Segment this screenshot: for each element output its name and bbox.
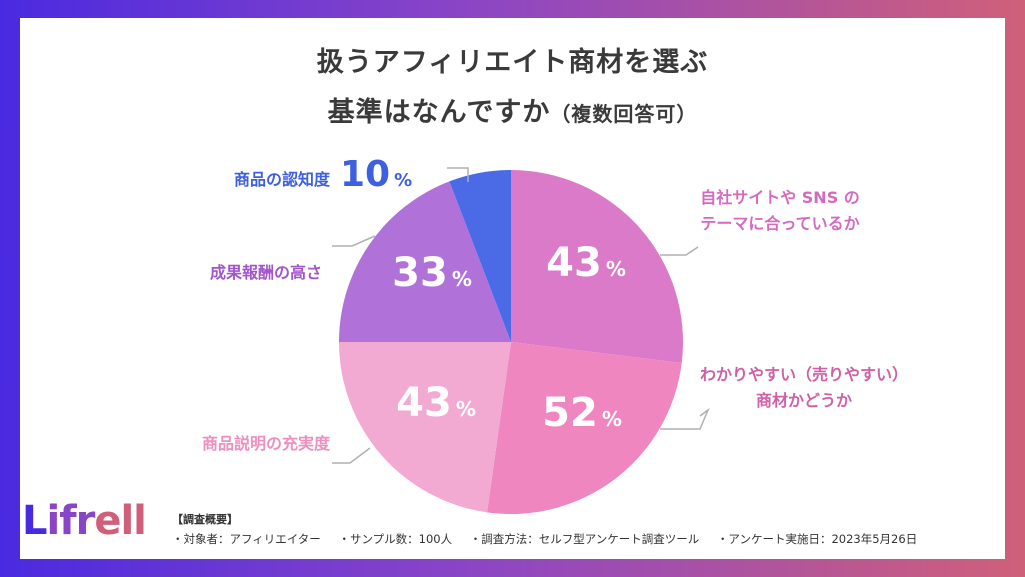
chart-title-line2: 基準はなんですか（複数回答可）: [20, 90, 1005, 129]
logo-part-1: L: [22, 498, 47, 544]
chart-title-main: 基準はなんですか: [327, 97, 551, 128]
leader-line: [332, 447, 371, 464]
footer-items: ・対象者：アフィリエイター ・サンプル数：100人 ・調査方法：セルフ型アンケー…: [172, 531, 931, 547]
footer-item: ・調査方法：セルフ型アンケート調査ツール: [469, 532, 700, 546]
pie-chart: 43 % 52 % 43 % 33 % 自社サイトや SNS のテーマに合っているかわかりやすい…: [202, 154, 908, 514]
leader-line: [332, 235, 376, 247]
pie-slice: [339, 181, 511, 342]
slice-category-label: 商材かどうか: [756, 391, 852, 410]
chart-card: 扱うアフィリエイト商材を選ぶ 基準はなんですか（複数回答可） 43% 52% 43%…: [20, 18, 1005, 559]
pie-slice: [511, 170, 683, 363]
leader-line: [660, 407, 710, 430]
footer-item: ・アンケート実施日：2023年5月26日: [716, 532, 918, 546]
footer-item: ・対象者：アフィリエイター: [172, 532, 321, 546]
slice-category-label: テーマに合っているか: [700, 214, 859, 233]
slice-value-label: 52%: [542, 390, 622, 436]
logo-part-2: ifr: [46, 498, 96, 544]
logo-part-3: ell: [94, 498, 147, 544]
slice-category-label: 商品説明の充実度: [202, 434, 331, 453]
slice-category-label: わかりやすい（売りやすい）: [700, 365, 908, 384]
slice-category-label: 商品の認知度: [234, 170, 331, 189]
footer-item: ・サンプル数：100人: [338, 532, 453, 546]
pie-slice: [449, 170, 511, 342]
leader-line: [447, 167, 469, 182]
slice-value-label: 43%: [396, 380, 476, 426]
brand-logo: Lifrell: [22, 498, 147, 544]
chart-title-line1: 扱うアフィリエイト商材を選ぶ: [316, 47, 709, 78]
slice-value-label: 10%: [340, 154, 412, 195]
pie-slice: [487, 342, 682, 514]
leader-line: [660, 246, 699, 256]
slice-value-label: 33%: [392, 250, 472, 296]
slice-category-label: 自社サイトや SNS の: [700, 188, 860, 207]
footer-heading: 【調査概要】: [172, 513, 238, 526]
chart-title-note: （複数回答可）: [550, 102, 698, 126]
slice-category-label: 成果報酬の高さ: [210, 263, 322, 282]
slice-value-label: 43%: [546, 240, 626, 286]
pie-slice: [339, 342, 511, 513]
